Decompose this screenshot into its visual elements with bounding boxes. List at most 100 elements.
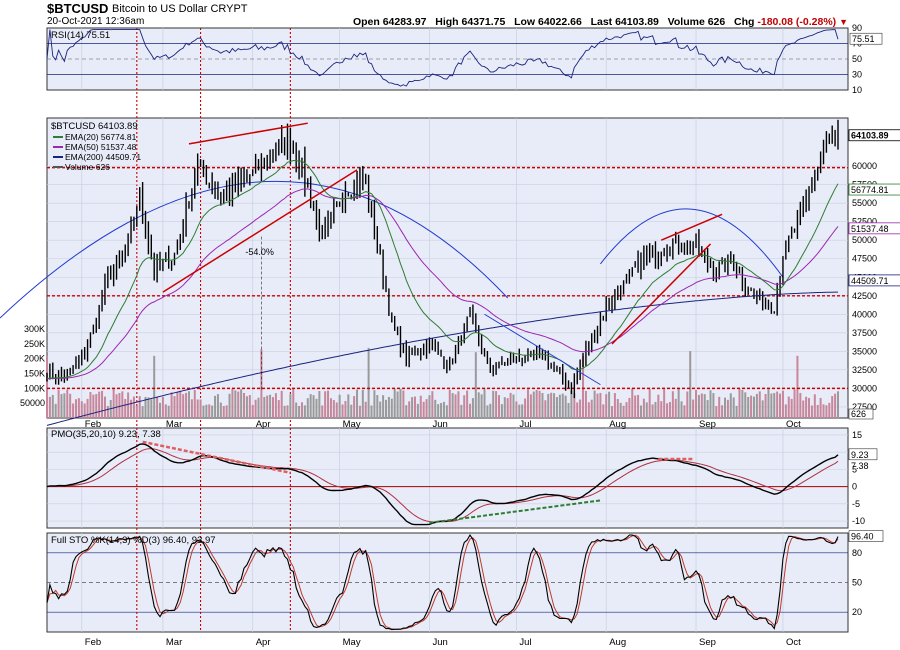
legend-label-volume: Volume 626 (65, 162, 110, 172)
volume-bar (538, 390, 541, 418)
volume-bar (561, 393, 564, 418)
volume-bar (370, 405, 373, 418)
volume-bar (103, 396, 106, 418)
volume-bar (593, 390, 596, 418)
volume-bar (225, 405, 228, 418)
x-tick-label-sep: Sep (699, 419, 716, 430)
volume-bar (92, 394, 95, 418)
value-box-ema20 (848, 183, 900, 196)
volume-bar (831, 396, 834, 418)
x-tick-label-bottom-mar: Mar (166, 637, 182, 648)
volume-bar (819, 397, 822, 418)
volume-bar (512, 394, 515, 418)
volume-bar (625, 402, 628, 418)
sto-tick-label: 20 (852, 607, 862, 617)
volume-bar (214, 395, 217, 418)
volume-bar (254, 399, 257, 418)
rsi-value-label: 75.51 (852, 34, 875, 44)
volume-bar (361, 389, 364, 418)
volume-bar (431, 391, 434, 418)
volume-bar (799, 392, 802, 418)
volume-bar (350, 404, 353, 418)
volume-bar (167, 405, 170, 418)
volume-bar (86, 398, 89, 418)
volume-bar (729, 393, 732, 418)
volume-bar (428, 395, 431, 418)
volume-bar (95, 394, 98, 418)
volume-bar (289, 394, 292, 418)
volume-bar (60, 394, 63, 418)
volume-bar (683, 405, 686, 418)
volume-bar (492, 390, 495, 418)
volume-bars (46, 347, 839, 418)
pmo-tick-label: 5 (852, 464, 857, 474)
volume-bar (706, 400, 709, 418)
volume-bar (306, 398, 309, 418)
volume-bar (144, 396, 147, 418)
volume-bar (367, 347, 370, 418)
legend-swatch-ema50 (53, 146, 63, 148)
volume-bar (356, 389, 359, 418)
volume-bar (411, 397, 414, 418)
pmo-title: PMO(35,20,10) 9.23, 7.38 (51, 429, 161, 440)
volume-bar (159, 402, 161, 418)
volume-bar (619, 402, 622, 418)
volume-bar (173, 396, 176, 418)
legend-label-ema20: EMA(20) 56774.81 (65, 132, 137, 142)
volume-bar (596, 393, 599, 418)
volume-bar (266, 395, 269, 418)
volume-bar (382, 395, 385, 418)
volume-bar (457, 391, 460, 418)
trendline (611, 243, 712, 345)
volume-bar (118, 393, 121, 418)
volume-bar (248, 395, 251, 418)
cup-arc-left (0, 180, 509, 319)
symbol-title: $BTCUSD (47, 1, 109, 16)
volume-bar (179, 390, 182, 418)
volume-bar (445, 405, 448, 418)
volume-bar (674, 398, 677, 418)
volume-bar (283, 405, 286, 418)
volume-bar (715, 406, 718, 418)
chart-header: $BTCUSD Bitcoin to US Dollar CRYPT 20-Oc… (0, 0, 900, 28)
volume-bar (776, 391, 779, 418)
volume-bar (72, 403, 75, 418)
volume-bar (440, 403, 443, 418)
volume-bar (805, 396, 808, 418)
volume-bar (639, 405, 642, 418)
volume-bar (605, 394, 608, 418)
volume-bar (648, 389, 651, 418)
volume-bar (419, 395, 422, 418)
volume-bar (564, 395, 567, 418)
volume-bar (437, 404, 440, 418)
volume-bar (498, 395, 500, 418)
volume-bar (274, 393, 277, 418)
volume-bar (332, 400, 335, 418)
volume-bar (518, 404, 521, 418)
volume-bar (622, 405, 625, 418)
volume-bar (199, 399, 202, 418)
x-tick-label-bottom-aug: Aug (609, 637, 626, 648)
volume-bar (834, 393, 837, 418)
volume-bar (515, 401, 518, 418)
price-tick-label: 50000 (852, 235, 877, 245)
volume-bar (318, 391, 321, 418)
volume-bar (825, 405, 828, 418)
volume-bar (74, 399, 77, 418)
volume-bar (735, 405, 738, 418)
volume-bar (376, 395, 379, 418)
volume-tick-label: 50000 (20, 398, 45, 408)
volume-bar (767, 389, 770, 418)
volume-bar (211, 405, 214, 418)
volume-bar (477, 392, 480, 418)
volume-bar (156, 397, 159, 418)
symbol-name: Bitcoin to US Dollar CRYPT (112, 3, 248, 15)
pmo-divergence-line (142, 440, 291, 475)
volume-bar (813, 394, 816, 418)
volume-bar (303, 405, 306, 418)
volume-bar (555, 397, 558, 418)
volume-bar (758, 391, 761, 418)
pmo-tick-label: -10 (852, 516, 865, 526)
volume-bar (631, 388, 634, 418)
